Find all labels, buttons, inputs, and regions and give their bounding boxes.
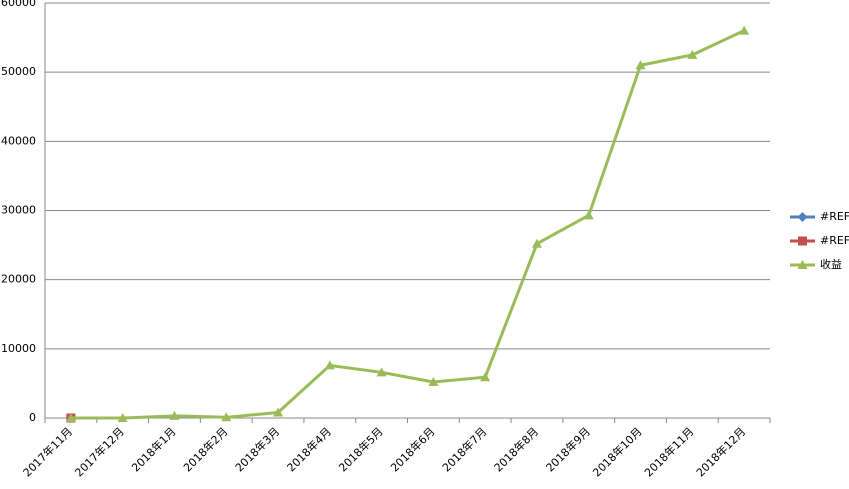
y-tick-label: 20000: [1, 273, 36, 286]
x-tick-label: 2018年11月: [641, 424, 696, 479]
marker: [635, 60, 646, 70]
marker: [117, 413, 128, 422]
x-tick-label: 2018年4月: [284, 424, 334, 474]
x-tick-label: 2018年9月: [543, 424, 593, 474]
legend-label: #REF!: [820, 210, 849, 223]
series-line: [70, 29, 745, 420]
marker: [169, 410, 180, 420]
marker: [480, 372, 491, 382]
y-tick-label: 10000: [1, 342, 36, 355]
legend-marker: [797, 212, 808, 222]
legend-marker: [797, 260, 808, 269]
x-tick-label: 2018年7月: [439, 424, 489, 474]
x-tick-label: 2018年2月: [180, 424, 230, 474]
x-tick-label: 2018年8月: [491, 424, 541, 474]
marker: [739, 25, 750, 35]
y-tick-label: 40000: [1, 134, 36, 147]
legend-label: #REF!: [820, 234, 849, 247]
legend-marker: [798, 236, 807, 246]
legend-label: 收益: [820, 257, 842, 271]
y-tick-label: 0: [29, 411, 36, 424]
marker: [273, 407, 284, 417]
x-tick-label: 2017年12月: [72, 424, 127, 479]
y-tick-label: 60000: [1, 0, 36, 9]
y-tick-label: 30000: [1, 204, 36, 217]
x-tick-label: 2017年11月: [20, 424, 75, 479]
marker: [531, 238, 542, 248]
series: [65, 25, 750, 422]
x-tick-label: 2018年12月: [693, 424, 748, 479]
marker: [687, 49, 698, 59]
x-tick-label: 2018年10月: [590, 424, 645, 479]
marker: [583, 210, 594, 220]
marker: [428, 377, 439, 387]
y-tick-label: 50000: [1, 65, 36, 78]
marker: [65, 413, 76, 422]
marker: [221, 412, 232, 422]
x-tick-label: 2018年1月: [129, 424, 179, 474]
marker: [324, 360, 335, 370]
x-tick-label: 2018年5月: [336, 424, 386, 474]
x-tick-label: 2018年3月: [232, 424, 282, 474]
marker: [376, 367, 387, 377]
x-tick-label: 2018年6月: [387, 424, 437, 474]
